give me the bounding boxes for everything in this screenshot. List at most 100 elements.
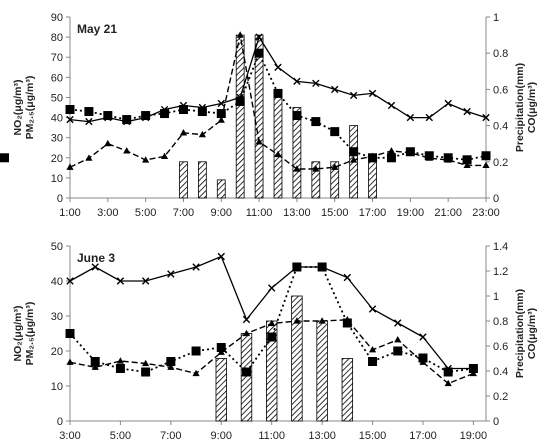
left-tick-label: 20 — [51, 153, 63, 165]
square-marker-point — [368, 357, 378, 366]
left-tick-label: 60 — [51, 72, 63, 84]
square-marker-point — [103, 111, 113, 121]
precipitation-bar — [179, 161, 188, 199]
x-tick-label: 19:00 — [397, 207, 425, 219]
triangle-marker-point — [419, 358, 427, 365]
left-axis-title: PM₂.₅(μg/m³) — [24, 76, 36, 140]
square-marker-point — [141, 367, 151, 377]
x-marker-point — [394, 319, 402, 327]
precipitation-bar — [254, 34, 264, 199]
left-tick-label: 20 — [51, 346, 63, 358]
triangle-marker-point — [104, 139, 112, 147]
square-marker-point — [197, 107, 207, 117]
square-dotted-series-line — [69, 50, 487, 161]
square-marker-point — [349, 147, 359, 157]
precipitation-bar — [316, 320, 328, 422]
x-marker-point — [444, 99, 452, 108]
triangle-marker-point — [66, 163, 74, 170]
triangle-marker-point — [66, 358, 74, 365]
right-tick-label: 1 — [493, 291, 499, 303]
triangle-marker-point — [394, 335, 402, 343]
square-marker-point — [90, 357, 100, 366]
right-axis-title: CO(μg/m³) — [526, 82, 538, 133]
x-marker-point — [141, 277, 150, 285]
x-marker-point — [255, 33, 263, 41]
square-dotted-series-line — [69, 266, 474, 374]
square-marker-point — [443, 367, 453, 377]
right-tick-label: 0.4 — [493, 121, 508, 133]
x-tick-label: 7:00 — [173, 207, 194, 219]
left-tick-label: 10 — [51, 173, 63, 185]
square-marker-point — [65, 329, 75, 338]
x-tick-label: 9:00 — [211, 430, 232, 442]
x-marker-point — [116, 277, 125, 285]
x-tick-label: 17:00 — [359, 207, 387, 219]
square-marker-point — [267, 332, 277, 342]
left-tick-label: 40 — [51, 276, 63, 288]
triangle-marker-point — [167, 363, 175, 370]
triangle-marker-point — [482, 161, 490, 169]
triangle-marker-point — [85, 154, 93, 161]
square-marker-point — [122, 115, 132, 125]
right-tick-label: 0 — [493, 193, 499, 205]
x-marker-point — [368, 89, 377, 98]
x-marker-point — [293, 77, 301, 86]
triangle-marker-point — [350, 156, 358, 163]
x-tick-label: 7:00 — [160, 430, 181, 442]
triangle-marker-point — [312, 165, 320, 172]
square-marker-point — [386, 153, 396, 163]
x-marker-point — [85, 117, 93, 126]
triangle-marker-point — [368, 152, 377, 159]
right-tick-label: 0.8 — [493, 316, 508, 328]
x-marker-point — [343, 273, 352, 282]
square-marker-point — [178, 105, 188, 115]
left-axis-title: PM₂.₅(μg/m³) — [24, 302, 36, 366]
x-marker-point — [66, 277, 74, 285]
right-axis-title: Precipitation(mm) — [514, 63, 526, 152]
square-marker-point — [235, 96, 245, 106]
x-tick-label: 9:00 — [211, 207, 232, 219]
triangle-marker-point — [123, 147, 131, 154]
triangle-marker-point — [331, 163, 339, 170]
square-marker-point — [216, 109, 226, 119]
right-axis-title: Precipitation(mm) — [514, 289, 526, 378]
precipitation-bar — [216, 179, 226, 199]
left-axis-title: NO₂(μg/m³) — [12, 80, 24, 136]
right-tick-label: 1.4 — [493, 241, 508, 253]
square-marker-point — [462, 155, 472, 165]
triangle-marker-point — [318, 317, 326, 324]
square-marker-point — [160, 109, 170, 119]
square-marker-point — [273, 88, 283, 98]
panel-title: June 3 — [77, 251, 115, 265]
x-marker-point — [387, 101, 396, 110]
triangle-marker-point — [444, 156, 452, 163]
x-marker-point — [66, 115, 74, 124]
triangle-marker-point — [198, 130, 206, 138]
precipitation-bar — [197, 161, 207, 199]
triangle-marker-point — [91, 363, 99, 370]
left-tick-label: 30 — [51, 311, 63, 323]
x-marker-point — [192, 263, 200, 271]
precipitation-bar — [292, 107, 302, 199]
left-axis-title: NO₂(μg/m³) — [12, 306, 24, 362]
square-marker-point — [0, 153, 9, 163]
precipitation-bar — [341, 358, 354, 422]
panel-title: May 21 — [77, 22, 117, 36]
left-tick-label: 70 — [51, 52, 63, 64]
triangle-marker-point — [293, 317, 301, 324]
square-marker-point — [481, 151, 491, 161]
x-tick-label: 11:00 — [258, 430, 285, 442]
x-marker-point — [91, 263, 99, 271]
precipitation-bar — [215, 358, 227, 422]
left-tick-label: 90 — [51, 12, 63, 24]
square-marker-point — [166, 357, 176, 366]
square-marker-point — [468, 364, 478, 373]
x-tick-label: 5:00 — [135, 207, 156, 219]
left-tick-label: 0 — [57, 416, 63, 428]
precipitation-bar — [291, 295, 303, 422]
left-tick-label: 80 — [51, 32, 63, 44]
x-tick-label: 11:00 — [246, 207, 273, 219]
square-marker-point — [65, 105, 75, 115]
x-tick-label: 3:00 — [59, 430, 80, 442]
